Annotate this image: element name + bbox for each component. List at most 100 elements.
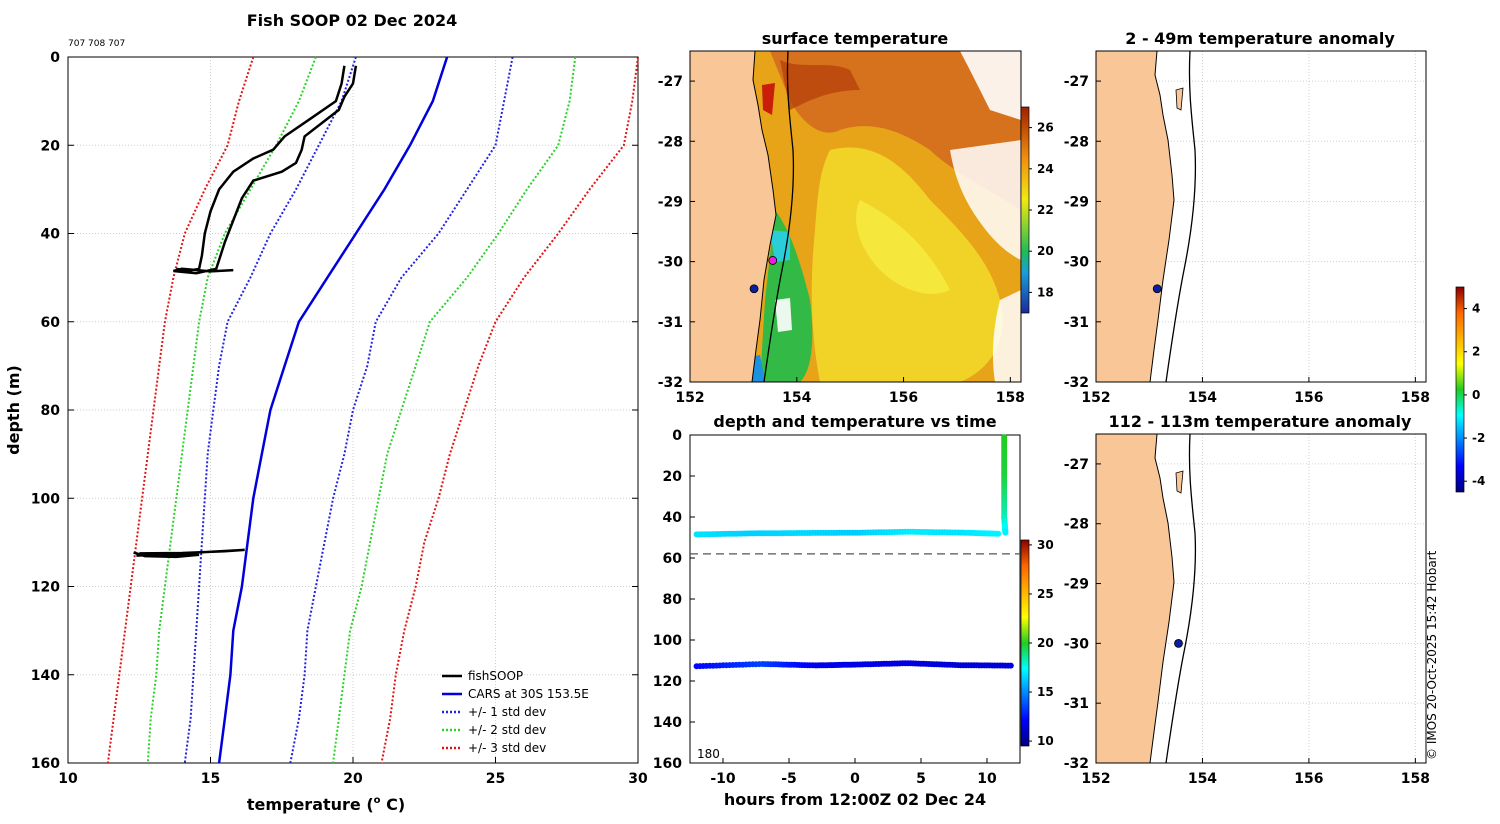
colorbar-tick-label: 0	[1472, 388, 1480, 402]
map-ytick-label: -29	[1064, 194, 1089, 210]
profile-ytick-label: 40	[41, 227, 61, 243]
map-xtick-label: 154	[1188, 771, 1217, 787]
profile-series-line	[380, 56, 639, 764]
ts-xtick-label: -5	[781, 771, 797, 787]
colorbar-tick-label: 18	[1037, 285, 1054, 299]
map-xtick-label: 158	[1401, 771, 1430, 787]
colorbar-tick-label: 22	[1037, 203, 1054, 217]
anomaly-colorbar: 4 2 0 -2 -4	[1455, 286, 1485, 493]
map-ytick-label: -31	[1064, 315, 1089, 331]
sst-colorbar-ticks: 18 20 22 24 26	[1029, 121, 1054, 299]
map-ytick-label: -32	[1064, 375, 1089, 391]
profile-xtick-label: 10	[58, 771, 78, 787]
sst-colorbar	[1020, 106, 1030, 314]
map-ytick-label: -28	[658, 134, 683, 150]
profile-lines	[106, 56, 639, 764]
profile-xtick-label: 20	[343, 771, 363, 787]
anomaly-map-113m: 112 - 113m temperature anomaly 152 154 156…	[1064, 412, 1430, 787]
map-ytick-label: -27	[1064, 74, 1089, 90]
sst-map: surface temperature 152 154 156 158 -27 -28 -2…	[658, 29, 1054, 406]
anomaly113-island	[1175, 470, 1184, 494]
map-ytick-label: -32	[658, 375, 683, 391]
sst-cloud-ne	[960, 51, 1021, 120]
anomaly113-ticks: 152 154 156 158 -27 -28 -29 -30 -31 -32	[1064, 457, 1430, 787]
profile-series-line	[217, 56, 449, 764]
map-ytick-label: -28	[1064, 517, 1089, 533]
profile-series-line	[176, 65, 346, 273]
map-xtick-label: 152	[675, 390, 704, 406]
profile-series-line	[106, 56, 255, 764]
anomaly49-markers	[1152, 284, 1162, 294]
profile-xtick-label: 25	[486, 771, 505, 787]
profile-legend: fishSOOP CARS at 30S 153.5E +/- 1 std de…	[442, 669, 589, 755]
profile-ytick-label: 0	[50, 50, 60, 66]
map-xtick-label: 154	[1188, 390, 1217, 406]
anomaly49-frame	[1095, 50, 1427, 383]
ts-ytick-label: 160	[653, 756, 682, 772]
map-xtick-label: 158	[1401, 390, 1430, 406]
map-ytick-label: -29	[658, 194, 683, 210]
ts-ytick-label: 120	[653, 674, 682, 690]
colorbar-tick-label: 24	[1037, 162, 1054, 176]
map-ytick-label: -27	[1064, 457, 1089, 473]
profile-ytick-label: 60	[41, 315, 61, 331]
sst-coastal-cool	[760, 210, 813, 382]
timeseries-colorbar-ticks: 10 15 20 25 30	[1029, 538, 1054, 748]
ts-ytick-label: 100	[653, 633, 682, 649]
map-xtick-label: 152	[1081, 771, 1110, 787]
colorbar-tick-label: 15	[1037, 685, 1054, 699]
profile-chart: 10 15 20 25 30 0 20 40 60 80 100 120 140 160 tempera…	[4, 50, 648, 814]
map-xtick-label: 158	[996, 390, 1025, 406]
sst-cloud-se	[992, 290, 1021, 382]
map-ytick-label: -30	[1064, 255, 1090, 271]
map-xtick-label: 154	[782, 390, 811, 406]
map-ytick-label: -28	[1064, 134, 1089, 150]
ts-ytick-label: 80	[663, 592, 683, 608]
map-station-marker	[768, 256, 778, 265]
ts-xtick-label: 10	[977, 771, 997, 787]
map-station-marker	[1174, 638, 1183, 648]
sst-ticks: 152 154 156 158 -27 -28 -29 -30 -31 -32	[658, 74, 1025, 406]
ts-ytick-label: 0	[672, 428, 682, 444]
profile-series-line	[332, 56, 577, 764]
colorbar-tick-label: 20	[1037, 244, 1054, 258]
ts-xtick-label: 5	[916, 771, 926, 787]
profile-ytick-label: 160	[31, 756, 60, 772]
anomaly-map-49m: 2 - 49m temperature anomaly 152 154 156 158…	[1064, 29, 1430, 406]
sst-markers	[749, 256, 778, 294]
legend-label-cars: CARS at 30S 153.5E	[468, 687, 589, 701]
profile-y-ticks: 0 20 40 60 80 100 120 140 160	[31, 50, 638, 772]
map-xtick-label: 156	[1294, 390, 1323, 406]
map-ytick-label: -27	[658, 74, 683, 90]
colorbar-tick-label: 20	[1037, 636, 1054, 650]
legend-label-std3: +/- 3 std dev	[468, 741, 546, 755]
map-station-marker	[1152, 284, 1162, 294]
colorbar-tick-label: -2	[1472, 431, 1485, 445]
ts-xtick-label: -10	[710, 771, 736, 787]
profile-ytick-label: 100	[31, 491, 60, 507]
profile-ytick-label: 20	[41, 138, 61, 154]
legend-label-fishsoop: fishSOOP	[468, 669, 523, 683]
profile-ytick-label: 120	[31, 580, 60, 596]
sst-coastal-hot	[762, 83, 775, 115]
legend-label-std1: +/- 1 std dev	[468, 705, 546, 719]
anomaly113-frame	[1095, 433, 1427, 764]
timeseries-tracks	[693, 434, 1014, 670]
sst-field	[690, 51, 1021, 382]
profile-xtick-label: 15	[201, 771, 220, 787]
ids-text: 707 708 707	[68, 39, 125, 49]
legend-label-std2: +/- 2 std dev	[468, 723, 546, 737]
sst-cloud-coast	[775, 298, 792, 332]
anomaly113-land	[1096, 434, 1175, 763]
timeseries-title: depth and temperature vs time	[713, 412, 996, 431]
timeseries-colorbar	[1020, 539, 1030, 747]
anomaly49-island	[1175, 87, 1184, 111]
map-ytick-label: -30	[1064, 636, 1090, 652]
colorbar-tick-label: 25	[1037, 587, 1054, 601]
ts-xtick-label: 0	[850, 771, 860, 787]
anomaly-colorbar-bar	[1455, 286, 1465, 493]
sst-cloud-e	[950, 140, 1021, 260]
colorbar-tick-label: 2	[1472, 345, 1480, 359]
